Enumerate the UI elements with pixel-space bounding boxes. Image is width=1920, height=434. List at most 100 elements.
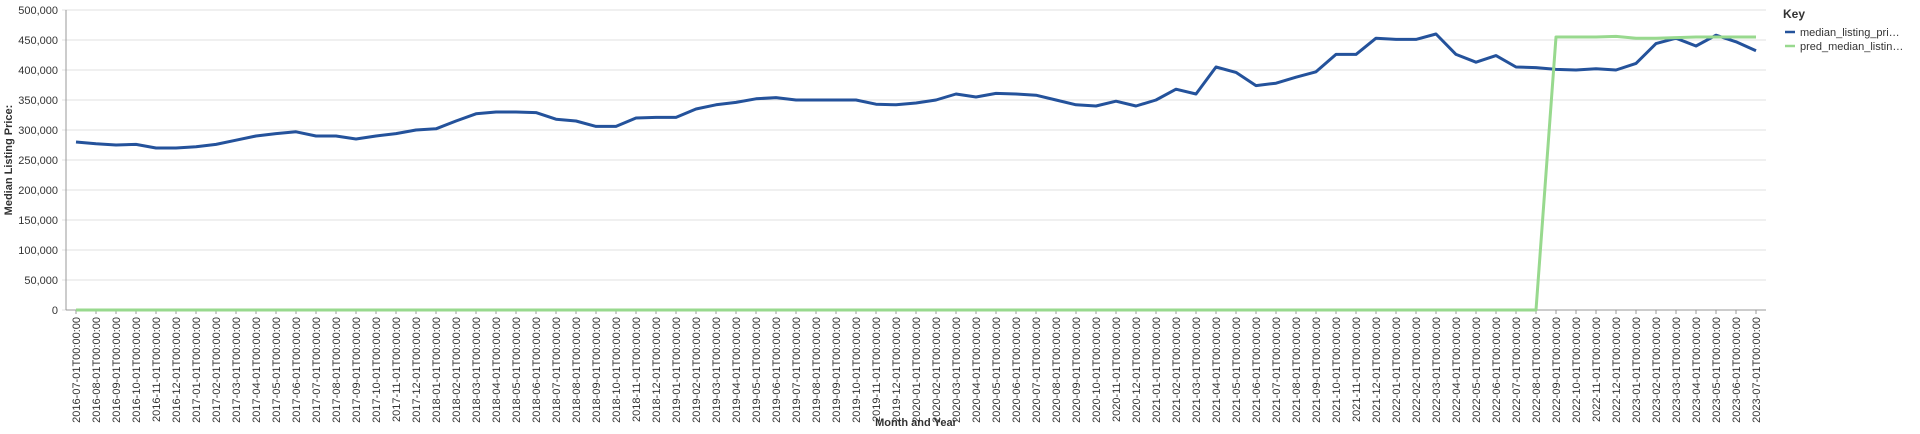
x-tick-label: 2023-01-01T00:00:00 (1631, 317, 1643, 423)
x-tick-label: 2022-02-01T00:00:00 (1411, 317, 1423, 423)
x-tick-label: 2019-10-01T00:00:00 (851, 317, 863, 423)
x-tick-label: 2023-06-01T00:00:00 (1731, 317, 1743, 423)
x-tick-label: 2017-08-01T00:00:00 (331, 317, 343, 423)
x-tick-label: 2020-02-01T00:00:00 (931, 317, 943, 423)
x-tick-label: 2020-06-01T00:00:00 (1011, 317, 1023, 423)
y-tick-label: 200,000 (18, 185, 58, 197)
x-tick-label: 2020-03-01T00:00:00 (951, 317, 963, 423)
series-line (75, 32, 1757, 150)
x-tick-label: 2020-05-01T00:00:00 (991, 317, 1003, 423)
x-tick-label: 2021-04-01T00:00:00 (1211, 317, 1223, 423)
y-tick-label: 150,000 (18, 215, 58, 227)
x-tick-label: 2022-09-01T00:00:00 (1551, 317, 1563, 423)
y-tick-label: 300,000 (18, 125, 58, 137)
x-tick-label: 2020-07-01T00:00:00 (1031, 317, 1043, 423)
x-tick-label: 2018-04-01T00:00:00 (491, 317, 503, 423)
x-tick-label: 2022-07-01T00:00:00 (1511, 317, 1523, 423)
x-tick-label: 2017-04-01T00:00:00 (251, 317, 263, 423)
x-tick-label: 2020-12-01T00:00:00 (1131, 317, 1143, 423)
x-tick-label: 2023-02-01T00:00:00 (1651, 317, 1663, 423)
x-tick-label: 2019-11-01T00:00:00 (871, 317, 883, 422)
x-tick-label: 2018-03-01T00:00:00 (471, 317, 483, 423)
x-tick-label: 2022-01-01T00:00:00 (1391, 317, 1403, 423)
y-tick-label: 50,000 (24, 275, 58, 287)
x-tick-label: 2018-01-01T00:00:00 (431, 317, 443, 423)
x-tick-label: 2022-12-01T00:00:00 (1611, 317, 1623, 423)
x-tick-label: 2018-08-01T00:00:00 (571, 317, 583, 423)
x-tick-label: 2023-03-01T00:00:00 (1671, 317, 1683, 423)
x-tick-label: 2016-10-01T00:00:00 (131, 317, 143, 423)
x-tick-label: 2018-05-01T00:00:00 (511, 317, 523, 423)
x-tick-label: 2021-11-01T00:00:00 (1351, 317, 1363, 422)
legend-title: Key (1783, 7, 1805, 21)
x-tick-label: 2016-11-01T00:00:00 (151, 317, 163, 422)
x-tick-label: 2023-04-01T00:00:00 (1691, 317, 1703, 423)
x-tick-label: 2017-06-01T00:00:00 (291, 317, 303, 423)
x-tick-label: 2021-12-01T00:00:00 (1371, 317, 1383, 423)
y-tick-label: 250,000 (18, 155, 58, 167)
x-tick-label: 2020-04-01T00:00:00 (971, 317, 983, 423)
x-tick-label: 2019-03-01T00:00:00 (711, 317, 723, 423)
x-tick-label: 2016-08-01T00:00:00 (91, 317, 103, 423)
x-tick-label: 2018-07-01T00:00:00 (551, 317, 563, 423)
x-tick-label: 2022-08-01T00:00:00 (1531, 317, 1543, 423)
x-tick-label: 2020-09-01T00:00:00 (1071, 317, 1083, 423)
x-tick-label: 2017-02-01T00:00:00 (211, 317, 223, 423)
x-tick-label: 2018-06-01T00:00:00 (531, 317, 543, 423)
x-tick-label: 2021-05-01T00:00:00 (1231, 317, 1243, 423)
x-tick-label: 2018-10-01T00:00:00 (611, 317, 623, 423)
x-tick-label: 2017-12-01T00:00:00 (411, 317, 423, 423)
x-tick-label: 2016-07-01T00:00:00 (71, 317, 83, 423)
x-tick-label: 2019-08-01T00:00:00 (811, 317, 823, 423)
x-axis-title: Month and Year (875, 417, 957, 429)
x-tick-label: 2022-11-01T00:00:00 (1591, 317, 1603, 422)
x-tick-label: 2021-07-01T00:00:00 (1271, 317, 1283, 423)
x-tick-label: 2022-10-01T00:00:00 (1571, 317, 1583, 423)
x-tick-label: 2018-09-01T00:00:00 (591, 317, 603, 423)
legend-label: median_listing_pri… (1800, 27, 1900, 39)
x-tick-label: 2016-12-01T00:00:00 (171, 317, 183, 423)
x-tick-label: 2019-07-01T00:00:00 (791, 317, 803, 423)
x-tick-label: 2017-10-01T00:00:00 (371, 317, 383, 423)
x-tick-label: 2023-07-01T00:00:00 (1751, 317, 1763, 423)
x-tick-label: 2019-05-01T00:00:00 (751, 317, 763, 423)
x-tick-label: 2021-09-01T00:00:00 (1311, 317, 1323, 423)
legend-label: pred_median_listin… (1800, 41, 1903, 53)
y-tick-label: 100,000 (18, 245, 58, 257)
x-tick-label: 2018-11-01T00:00:00 (631, 317, 643, 422)
x-tick-label: 2023-05-01T00:00:00 (1711, 317, 1723, 423)
x-tick-label: 2019-04-01T00:00:00 (731, 317, 743, 423)
x-tick-label: 2017-09-01T00:00:00 (351, 317, 363, 423)
x-tick-label: 2018-12-01T00:00:00 (651, 317, 663, 423)
x-tick-label: 2017-01-01T00:00:00 (191, 317, 203, 423)
x-tick-label: 2016-09-01T00:00:00 (111, 317, 123, 423)
x-tick-label: 2022-04-01T00:00:00 (1451, 317, 1463, 423)
series-line (76, 34, 1756, 312)
x-tick-label: 2022-03-01T00:00:00 (1431, 317, 1443, 423)
x-tick-label: 2017-07-01T00:00:00 (311, 317, 323, 423)
x-tick-label: 2021-06-01T00:00:00 (1251, 317, 1263, 423)
x-tick-label: 2021-02-01T00:00:00 (1171, 317, 1183, 423)
x-tick-label: 2019-09-01T00:00:00 (831, 317, 843, 423)
x-tick-label: 2021-03-01T00:00:00 (1191, 317, 1203, 423)
x-tick-label: 2022-05-01T00:00:00 (1471, 317, 1483, 423)
x-tick-label: 2021-08-01T00:00:00 (1291, 317, 1303, 423)
x-tick-label: 2020-11-01T00:00:00 (1111, 317, 1123, 422)
x-tick-label: 2020-08-01T00:00:00 (1051, 317, 1063, 423)
y-tick-label: 500,000 (18, 5, 58, 17)
y-tick-label: 400,000 (18, 65, 58, 77)
x-tick-label: 2022-06-01T00:00:00 (1491, 317, 1503, 423)
x-tick-label: 2017-05-01T00:00:00 (271, 317, 283, 423)
x-tick-label: 2017-03-01T00:00:00 (231, 317, 243, 423)
x-tick-label: 2021-01-01T00:00:00 (1151, 317, 1163, 423)
x-tick-label: 2017-11-01T00:00:00 (391, 317, 403, 422)
x-tick-label: 2019-01-01T00:00:00 (671, 317, 683, 423)
x-tick-label: 2021-10-01T00:00:00 (1331, 317, 1343, 423)
y-tick-label: 450,000 (18, 35, 58, 47)
y-axis-title: Median Listing Price: (3, 105, 15, 216)
x-tick-label: 2019-12-01T00:00:00 (891, 317, 903, 423)
y-tick-label: 350,000 (18, 95, 58, 107)
x-tick-label: 2020-01-01T00:00:00 (911, 317, 923, 423)
x-tick-label: 2018-02-01T00:00:00 (451, 317, 463, 423)
